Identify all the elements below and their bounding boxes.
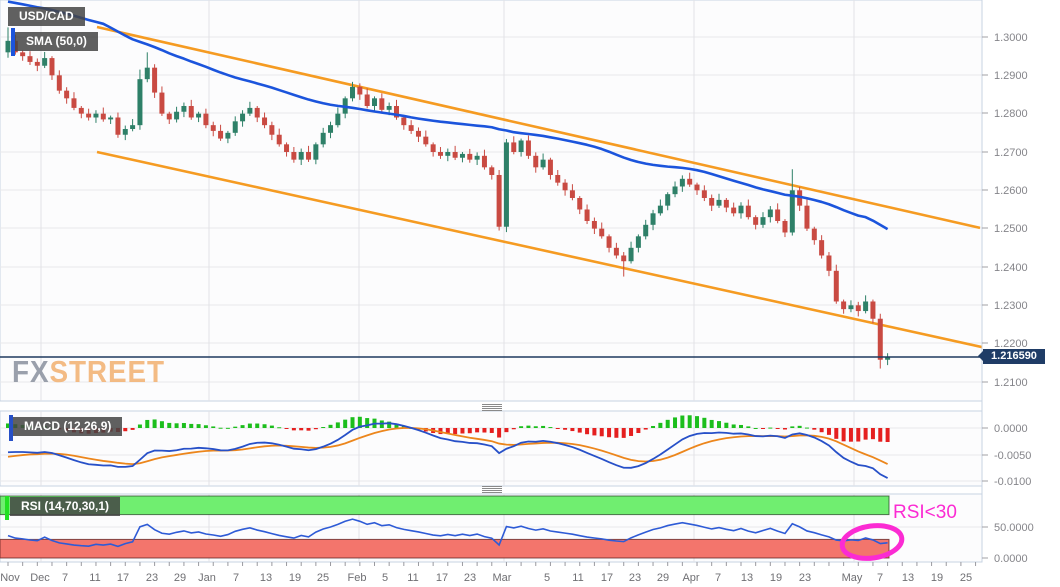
date-tick-label: 25 (317, 572, 329, 584)
date-tick-label: 13 (741, 572, 753, 584)
date-tick-label: 23 (799, 572, 811, 584)
macd-signal-line[interactable] (7, 427, 888, 466)
rsi-overbought-band (0, 495, 890, 516)
date-tick-label: 7 (715, 572, 721, 584)
axis-tick-label: 1.3000 (994, 32, 1028, 44)
axis-tick-label: 50.0000 (994, 522, 1034, 534)
date-tick-label: 7 (62, 572, 68, 584)
axis-tick-label: 0.0000 (994, 423, 1028, 435)
date-tick-label: 11 (89, 572, 100, 584)
rsi-line[interactable] (7, 518, 888, 548)
date-tick-label: 11 (407, 572, 418, 584)
date-tick-label: 17 (117, 572, 129, 584)
panel-resize-handle-macd[interactable] (482, 404, 502, 411)
rsi-legend-chip[interactable]: RSI (14,70,30,1) (10, 497, 121, 516)
panel-resize-handle-rsi[interactable] (482, 486, 502, 493)
current-price-badge: 1.216590 (978, 349, 1045, 364)
date-tick-label: Apr (682, 572, 699, 584)
date-tick-label: 19 (289, 572, 301, 584)
date-tick-label: Jan (198, 572, 216, 584)
axes: 1.3000 1.2900 1.2800 1.2700 1.2600 1.2500 1.24… (0, 0, 1034, 584)
rsi-color-swatch (5, 496, 9, 520)
date-tick-label: Feb (348, 572, 367, 584)
axis-tick-label: 1.2500 (994, 223, 1028, 235)
date-tick-label: 13 (902, 572, 914, 584)
axis-tick-label: 1.2800 (994, 108, 1028, 120)
symbol-legend-chip[interactable]: USD/CAD (8, 7, 85, 26)
channel-lower-line[interactable] (96, 150, 982, 349)
candlesticks (5, 27, 891, 369)
date-tick-label: 29 (657, 572, 669, 584)
fxstreet-watermark: FXSTREET (12, 354, 165, 390)
date-tick-label: 19 (770, 572, 782, 584)
axis-tick-label: 1.2900 (994, 70, 1028, 82)
axis-tick-label: 1.2200 (994, 338, 1028, 350)
date-tick-label: 23 (629, 572, 641, 584)
date-tick-label: 23 (146, 572, 158, 584)
macd-color-swatch (9, 415, 13, 441)
sma-line[interactable] (7, 0, 889, 231)
date-tick-label: Mar (493, 572, 512, 584)
axis-tick-label: 1.2300 (994, 300, 1028, 312)
rsi-oversold-band (0, 538, 890, 559)
date-tick-label: 25 (960, 572, 972, 584)
date-tick-label: 5 (544, 572, 550, 584)
watermark-street: STREET (49, 354, 165, 389)
date-tick-label: 7 (877, 572, 883, 584)
date-tick-label: 11 (572, 572, 583, 584)
axis-tick-label: 0.0000 (994, 553, 1028, 565)
axis-tick-label: -0.0050 (994, 450, 1031, 462)
channel-upper-line[interactable] (96, 25, 981, 230)
rsi-highlight-ellipse (839, 523, 905, 561)
axis-tick-label: -0.0100 (994, 476, 1031, 488)
axis-tick-label: 1.2400 (994, 262, 1028, 274)
axis-tick-label: 1.2700 (994, 147, 1028, 159)
date-tick-label: 17 (436, 572, 448, 584)
macd-line[interactable] (7, 422, 889, 479)
axis-tick-label: 1.2600 (994, 185, 1028, 197)
rsi-panel-content (0, 495, 890, 559)
axis-tick-label: 1.2100 (994, 377, 1028, 389)
sma-legend-chip[interactable]: SMA (50,0) (15, 32, 98, 51)
date-tick-label: 23 (464, 572, 476, 584)
watermark-fx: FX (12, 354, 50, 389)
date-tick-label: 7 (233, 572, 239, 584)
date-tick-label: Dec (30, 572, 50, 584)
date-tick-label: 13 (260, 572, 272, 584)
macd-legend-chip[interactable]: MACD (12,26,9) (13, 417, 123, 436)
date-tick-label: 17 (601, 572, 613, 584)
date-tick-label: 19 (931, 572, 943, 584)
price-panel-content (0, 0, 982, 369)
date-tick-label: 29 (174, 572, 186, 584)
rsi-oversold-annotation: RSI<30 (893, 502, 957, 523)
date-tick-label: May (842, 572, 863, 584)
date-tick-label: Nov (0, 572, 20, 584)
sma-color-swatch (11, 28, 15, 56)
date-tick-label: 5 (382, 572, 388, 584)
